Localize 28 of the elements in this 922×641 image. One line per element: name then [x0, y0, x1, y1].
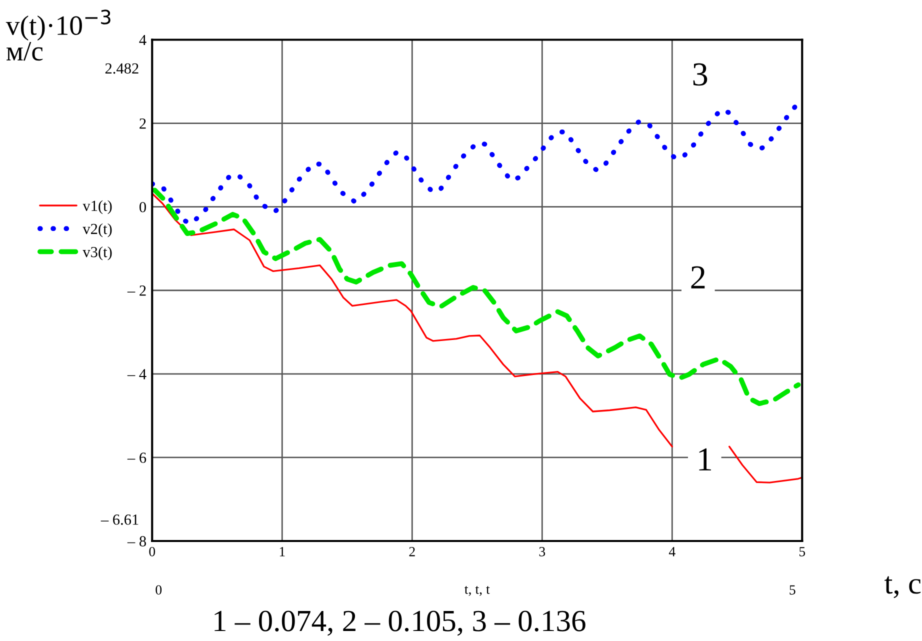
legend-label: v2(t)	[82, 223, 112, 238]
text: v(t)·10$^{−3}$ м/с	[6, 10, 110, 61]
x-tick-label: 2	[409, 547, 415, 556]
text: – 6.61	[100, 514, 138, 525]
x-tick-label: 0	[149, 546, 156, 556]
y-tick-label: 2	[140, 118, 146, 129]
text: 1 – 0.074, 2 – 0.105, 3 – 0.136	[214, 610, 586, 636]
x-tick-label: 3	[539, 547, 546, 556]
x-tick-label: 4	[668, 547, 676, 556]
text: 0	[156, 585, 162, 595]
text: t, c	[884, 576, 921, 598]
y-tick-label: – 8	[127, 536, 146, 546]
annotation: 3	[693, 63, 708, 86]
annotation: 1	[699, 448, 711, 470]
annotation: 2	[691, 266, 705, 288]
x-tick-label: 5	[799, 547, 806, 556]
legend-label: v3(t)	[82, 246, 112, 260]
y-tick-label: – 4	[127, 369, 146, 380]
line-series	[152, 188, 801, 406]
x-axis-title: t, t, t	[464, 586, 490, 596]
text: 5	[790, 585, 796, 595]
y-tick-label: – 6	[127, 452, 146, 463]
x-tick-label: 1	[280, 547, 285, 556]
legend-label: v1(t)	[82, 200, 112, 214]
y-tick-label: 0	[140, 202, 146, 212]
y-tick-label: 4	[139, 34, 146, 46]
y-tick-label: – 2	[127, 286, 146, 296]
text: 2.482	[105, 63, 138, 74]
